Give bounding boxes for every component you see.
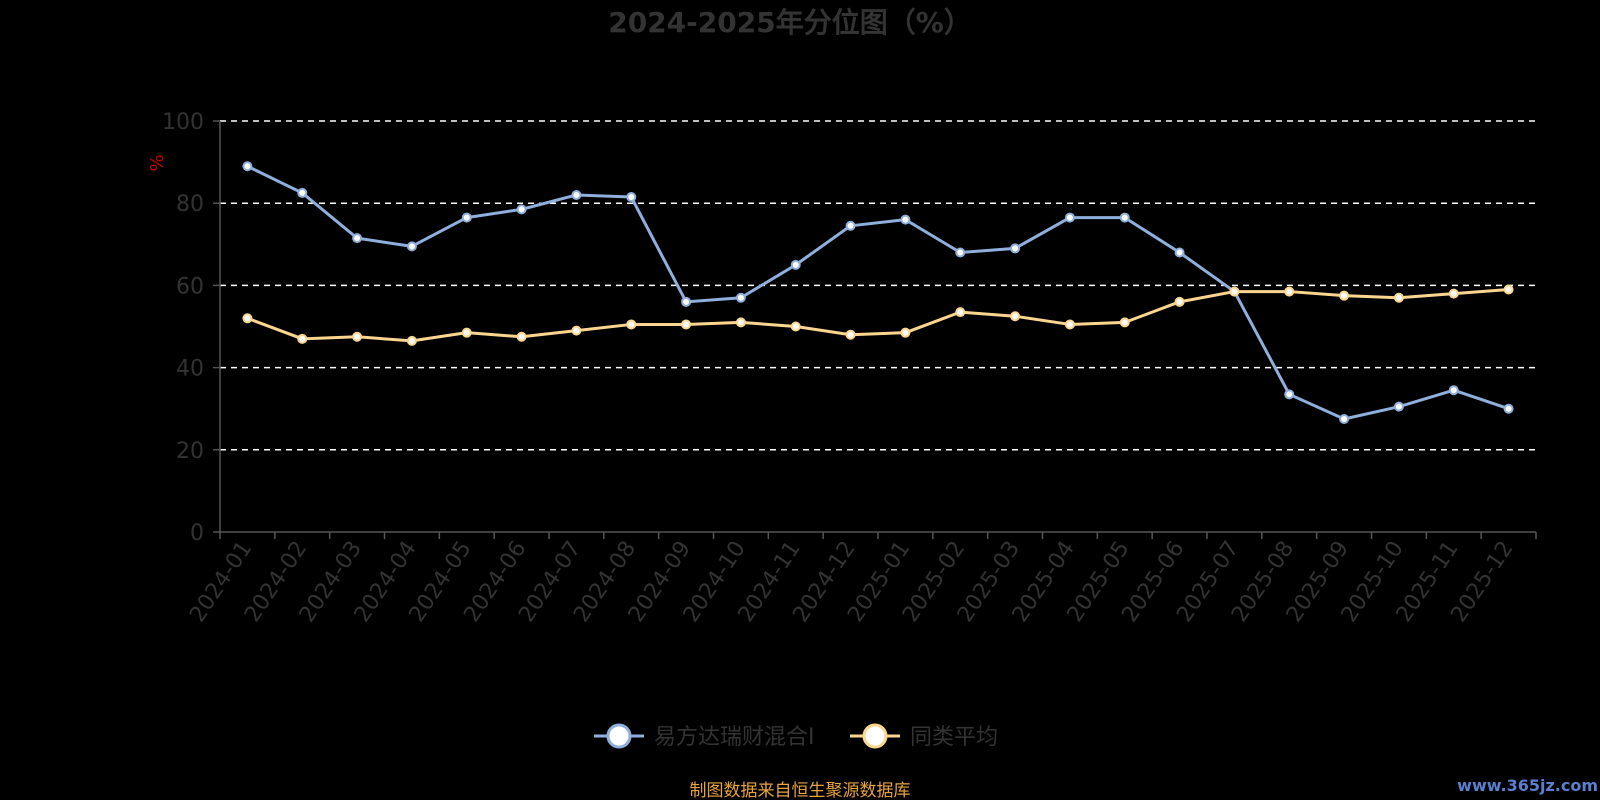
series-1-point[interactable]: [406, 241, 417, 252]
legend-series-2-label: 同类平均: [910, 725, 998, 750]
legend-series-1-label: 易方达瑞财混合I: [654, 725, 815, 750]
series-2-point[interactable]: [681, 319, 692, 330]
series-2-point[interactable]: [1229, 286, 1240, 297]
series-1-point[interactable]: [1174, 247, 1185, 258]
legend-series-1-marker: [606, 723, 632, 749]
grid-lines: [220, 120, 1536, 451]
series-2-point[interactable]: [1064, 319, 1075, 330]
series-2-point[interactable]: [1174, 296, 1185, 307]
series-1-point[interactable]: [1448, 385, 1459, 396]
series-2-point[interactable]: [790, 321, 801, 332]
series-1-point[interactable]: [461, 212, 472, 223]
series-1-point[interactable]: [790, 259, 801, 270]
series-1-point[interactable]: [845, 220, 856, 231]
y-tick-label: 100: [162, 110, 204, 135]
series-2-point[interactable]: [735, 317, 746, 328]
legend-series-2-marker: [862, 723, 888, 749]
series-1-point[interactable]: [352, 233, 363, 244]
series-2-point[interactable]: [955, 307, 966, 318]
series-1-point[interactable]: [1339, 413, 1350, 424]
series-2-point[interactable]: [1503, 284, 1514, 295]
series-2-point[interactable]: [845, 329, 856, 340]
axes: [213, 120, 1537, 539]
series-1-point[interactable]: [1393, 401, 1404, 412]
series-2-point[interactable]: [1119, 317, 1130, 328]
watermark-logo: www.365jz.com: [1457, 776, 1598, 795]
series-2-point[interactable]: [406, 335, 417, 346]
series-1-point[interactable]: [1119, 212, 1130, 223]
series-2-point[interactable]: [516, 331, 527, 342]
series-1-line: [246, 164, 1510, 421]
series-1-point[interactable]: [735, 292, 746, 303]
series-2-point[interactable]: [1393, 292, 1404, 303]
series-2-point[interactable]: [626, 319, 637, 330]
y-tick-label: 80: [176, 192, 204, 217]
y-tick-label: 20: [176, 439, 204, 464]
series-2-point[interactable]: [297, 333, 308, 344]
series-2-point[interactable]: [571, 325, 582, 336]
series-1-point[interactable]: [1010, 243, 1021, 254]
data-source-note: 制图数据来自恒生聚源数据库: [690, 781, 911, 800]
series-2-point[interactable]: [242, 313, 253, 324]
series-1-point[interactable]: [516, 204, 527, 215]
y-tick-label: 40: [176, 357, 204, 382]
legend: 易方达瑞财混合I 同类平均: [594, 723, 998, 750]
series-1-point[interactable]: [1503, 403, 1514, 414]
series-1-point[interactable]: [1284, 389, 1295, 400]
y-tick-label: 0: [190, 521, 204, 546]
series-2-point[interactable]: [352, 331, 363, 342]
series-1-point[interactable]: [626, 192, 637, 203]
series-1-point[interactable]: [571, 189, 582, 200]
series-2-point[interactable]: [1448, 288, 1459, 299]
series-1-point[interactable]: [681, 296, 692, 307]
series-2-point[interactable]: [1010, 311, 1021, 322]
x-tick-labels: 2024-012024-022024-032024-042024-052024-…: [185, 537, 1518, 627]
series-1-point[interactable]: [955, 247, 966, 258]
y-tick-label: 60: [176, 274, 204, 299]
series-2-point[interactable]: [1284, 286, 1295, 297]
series-1-point[interactable]: [1064, 212, 1075, 223]
series-2-point[interactable]: [900, 327, 911, 338]
series-lines: [246, 164, 1510, 421]
legend-item-series-1[interactable]: 易方达瑞财混合I: [594, 723, 815, 750]
series-2-line: [246, 288, 1509, 343]
series-1-point[interactable]: [900, 214, 911, 225]
chart-title: 2024-2025年分位图（%）: [608, 6, 972, 39]
legend-item-series-2[interactable]: 同类平均: [850, 723, 998, 750]
series-2-point[interactable]: [1339, 290, 1350, 301]
y-axis-label: %: [147, 154, 168, 171]
series-markers: [242, 161, 1514, 424]
series-1-point[interactable]: [242, 161, 253, 172]
series-1-point[interactable]: [297, 187, 308, 198]
series-2-point[interactable]: [461, 327, 472, 338]
y-tick-labels: 0 20 40 60 80 100: [162, 110, 204, 546]
